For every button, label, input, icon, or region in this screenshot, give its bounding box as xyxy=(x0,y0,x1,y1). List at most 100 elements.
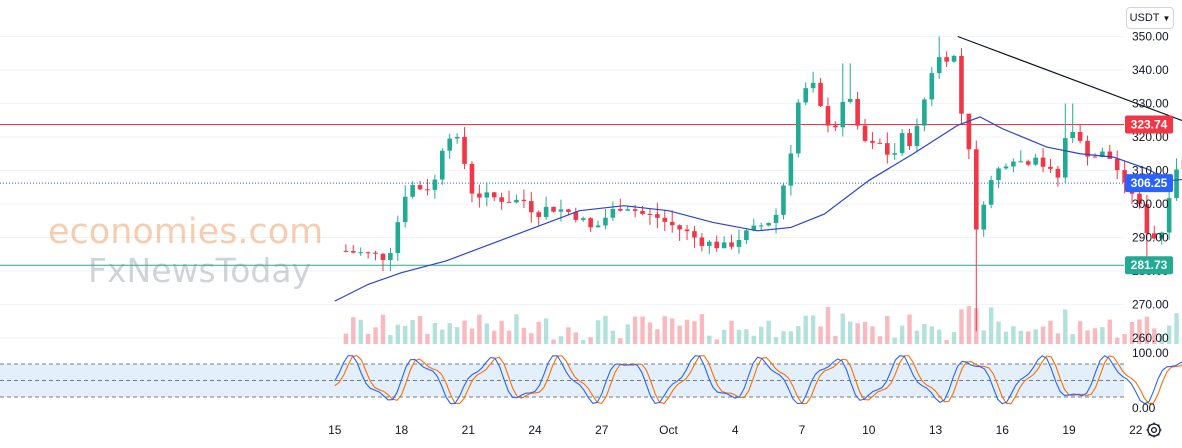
volume-bar xyxy=(781,331,786,344)
volume-bar xyxy=(1055,333,1061,344)
candle-body xyxy=(625,209,631,211)
candle-body xyxy=(454,136,460,139)
candle-body xyxy=(462,136,467,164)
watermark-economies: economies.com xyxy=(48,212,323,252)
settings-gear-icon[interactable] xyxy=(1145,421,1163,439)
candle-body xyxy=(655,214,660,218)
volume-bar xyxy=(899,325,905,344)
candle-body xyxy=(1048,166,1053,169)
price-tick-label: 330.00 xyxy=(1132,97,1169,111)
volume-bar xyxy=(1018,330,1023,344)
candle-body xyxy=(692,231,697,238)
volume-bar xyxy=(1100,327,1105,344)
price-tick-label: 350.00 xyxy=(1132,30,1169,44)
resistance-price-badge xyxy=(1125,115,1173,134)
volume-bar xyxy=(1122,334,1127,344)
volume-bar xyxy=(951,332,957,344)
current-price-badge xyxy=(1125,174,1173,193)
trendline[interactable] xyxy=(957,35,1182,208)
candle-body xyxy=(662,217,668,222)
current-price-label: 306.25 xyxy=(1131,176,1168,190)
candle-body xyxy=(1085,140,1090,157)
candle-body xyxy=(833,125,838,128)
volume-bar xyxy=(343,333,349,344)
volume-bar xyxy=(833,335,838,344)
volume-bar xyxy=(877,336,883,344)
candle-body xyxy=(647,213,653,215)
candle-body xyxy=(1025,161,1031,165)
time-tick-label: 24 xyxy=(528,423,542,437)
volume-bar xyxy=(543,318,549,344)
volume-bar xyxy=(447,323,452,344)
time-tick-label: 10 xyxy=(862,423,876,437)
candle-body xyxy=(892,153,898,155)
candle-body xyxy=(1174,169,1179,199)
price-tick-label: 290.00 xyxy=(1132,231,1169,245)
volume-bar xyxy=(862,321,868,344)
candle-body xyxy=(1018,161,1024,163)
volume-bar xyxy=(462,320,467,344)
volume-bar xyxy=(892,337,897,344)
candle-body xyxy=(1033,157,1038,165)
volume-bar xyxy=(395,324,400,344)
candle-body xyxy=(973,149,979,230)
volume-bar xyxy=(870,326,875,344)
volume-bar xyxy=(492,330,497,344)
candle-body xyxy=(669,221,675,226)
volume-bar xyxy=(1107,319,1112,344)
candle-body xyxy=(877,142,883,144)
time-tick-label: 4 xyxy=(732,423,739,437)
volume-bar xyxy=(1048,320,1053,344)
time-tick-label: 7 xyxy=(799,423,806,437)
volume-bar xyxy=(729,320,734,344)
candle-body xyxy=(573,211,579,220)
candle-body xyxy=(477,193,482,198)
candle-body xyxy=(721,242,727,249)
volume-bar xyxy=(566,327,571,344)
time-axis[interactable]: 1518212427Oct4710131619222528Nov xyxy=(328,423,1182,437)
candle-body xyxy=(966,113,972,150)
support-price-label: 281.73 xyxy=(1131,258,1168,272)
volume-bar xyxy=(996,321,1001,344)
resistance-price-label: 323.74 xyxy=(1131,117,1168,131)
currency-selector-button[interactable]: USDT ▼ xyxy=(1126,7,1174,29)
volume-bar xyxy=(759,326,764,344)
volume-bar xyxy=(885,315,890,344)
volume-bar xyxy=(410,319,415,344)
volume-bar xyxy=(810,315,816,344)
candle-body xyxy=(736,240,742,247)
volume-bar xyxy=(662,316,667,344)
candle-body xyxy=(1011,161,1016,167)
volume-bar xyxy=(788,331,794,344)
time-tick-label: 15 xyxy=(328,423,342,437)
candle-body xyxy=(350,250,356,253)
candle-body xyxy=(506,201,512,203)
volume-bar xyxy=(514,314,519,344)
candle-body xyxy=(1092,156,1098,158)
volume-bar xyxy=(1115,337,1120,344)
candle-body xyxy=(432,179,438,190)
volume-bar xyxy=(981,330,986,344)
volume-bar xyxy=(1026,331,1031,344)
volume-bar xyxy=(521,327,527,344)
volume-bar xyxy=(751,335,756,344)
volume-bar xyxy=(744,329,749,344)
price-tick-label: 320.00 xyxy=(1132,130,1169,144)
candle-body xyxy=(1144,204,1150,234)
candle-body xyxy=(365,252,371,254)
candle-body xyxy=(944,57,949,62)
price-tick-label: 340.00 xyxy=(1132,63,1169,77)
candle-body xyxy=(402,196,408,223)
volume-bar xyxy=(937,329,942,344)
price-badges: 323.74 306.25 281.73 xyxy=(1125,115,1173,275)
candle-body xyxy=(1107,151,1113,159)
volume-bar xyxy=(692,321,697,344)
candle-body xyxy=(706,241,712,246)
candle-body xyxy=(358,252,364,254)
volume-bar xyxy=(766,320,771,344)
candle-body xyxy=(410,185,415,197)
volume-bar xyxy=(1159,333,1164,344)
volume-bar xyxy=(573,332,578,344)
candle-body xyxy=(484,192,490,198)
